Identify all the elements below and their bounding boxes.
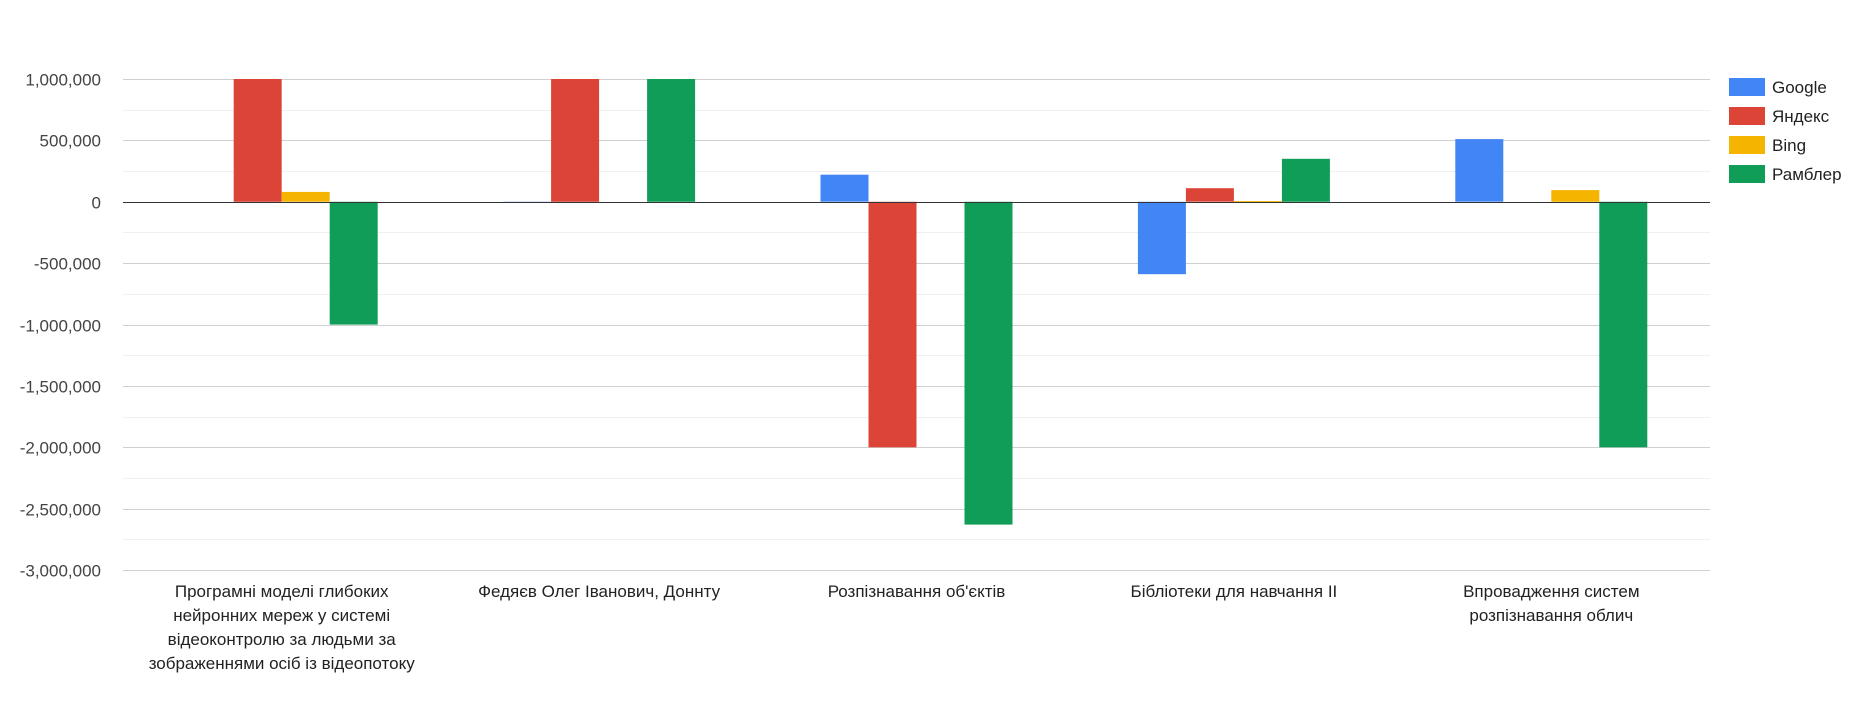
legend-label[interactable]: Яндекс [1772, 107, 1830, 126]
bar-Google-4[interactable] [1455, 139, 1504, 202]
legend-label[interactable]: Google [1772, 78, 1827, 97]
bar-Яндекс-2[interactable] [868, 201, 917, 448]
legend-label[interactable]: Рамблер [1772, 165, 1842, 184]
bar-Рамблер-2[interactable] [964, 201, 1013, 525]
y-tick-label: -2,500,000 [20, 501, 101, 520]
bars [233, 79, 1648, 525]
legend-swatch-Bing[interactable] [1729, 136, 1765, 154]
legend: Google Яндекс Bing Рамблер [1729, 78, 1842, 184]
bar-Google-2[interactable] [820, 174, 869, 202]
legend-swatch-Google[interactable] [1729, 78, 1765, 96]
bar-Рамблер-0[interactable] [329, 201, 378, 325]
x-category-label: Розпізнавання об'єктів [828, 582, 1006, 601]
x-category-label: Програмні моделі глибоких нейронних мереж… [149, 582, 416, 673]
x-category-label: Федяєв Олег Іванович, Доннту [478, 582, 720, 601]
bar-Рамблер-1[interactable] [647, 79, 696, 202]
y-tick-label: 0 [92, 194, 101, 213]
bar-Google-3[interactable] [1137, 201, 1186, 275]
bar-Bing-0[interactable] [281, 191, 330, 202]
x-category-label: Впровадження систем розпізнавання облич [1463, 582, 1639, 625]
legend-swatch-Яндекс[interactable] [1729, 107, 1765, 125]
bar-Bing-4[interactable] [1551, 190, 1600, 202]
bar-Яндекс-3[interactable] [1185, 188, 1234, 202]
axes: 1,000,000 500,000 0 -500,000 -1,000,000 -1,50… [20, 71, 1710, 673]
y-tick-label: -1,000,000 [20, 317, 101, 336]
y-tick-label: -500,000 [34, 255, 101, 274]
bar-Рамблер-4[interactable] [1599, 201, 1648, 448]
bar-Рамблер-3[interactable] [1281, 158, 1330, 202]
bar-Bing-3[interactable] [1233, 201, 1282, 203]
legend-label[interactable]: Bing [1772, 136, 1806, 155]
legend-swatch-Рамблер[interactable] [1729, 165, 1765, 183]
y-tick-label: 1,000,000 [25, 71, 101, 90]
y-tick-label: 500,000 [40, 132, 101, 151]
bar-Яндекс-1[interactable] [551, 79, 600, 202]
y-tick-label: -1,500,000 [20, 378, 101, 397]
bar-Яндекс-0[interactable] [233, 79, 282, 202]
y-tick-label: -3,000,000 [20, 562, 101, 581]
x-category-label: Бібліотеки для навчання ІІ [1131, 582, 1338, 601]
y-tick-label: -2,000,000 [20, 439, 101, 458]
